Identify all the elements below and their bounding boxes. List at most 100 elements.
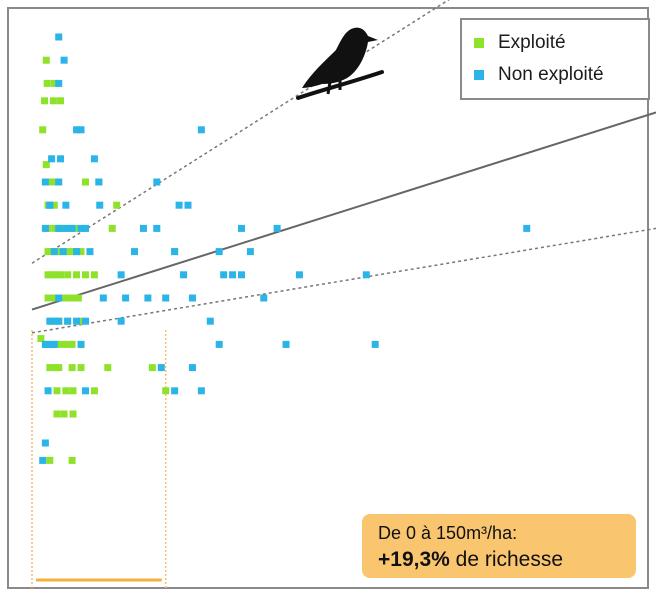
point-non-exploite-23 — [81, 224, 89, 232]
point-exploite-23 — [55, 248, 63, 256]
point-non-exploite-8 — [197, 126, 205, 134]
annotation-result: +19,3% de richesse — [378, 546, 636, 574]
point-non-exploite-24 — [139, 224, 147, 232]
point-non-exploite-59 — [41, 340, 49, 348]
point-exploite-39 — [51, 294, 59, 302]
point-exploite-57 — [68, 364, 76, 372]
point-non-exploite-31 — [73, 248, 81, 256]
point-non-exploite-43 — [362, 271, 370, 279]
point-exploite-1 — [39, 126, 47, 134]
point-exploite-59 — [104, 364, 112, 372]
point-exploite-70 — [68, 456, 76, 464]
annotation-box: De 0 à 150m³/ha: +19,3% de richesse — [362, 514, 636, 578]
point-non-exploite-17 — [184, 201, 192, 209]
point-non-exploite-3 — [73, 126, 81, 134]
point-non-exploite-54 — [64, 317, 72, 325]
legend-swatch-exploite — [474, 38, 484, 48]
point-non-exploite-16 — [96, 201, 104, 209]
point-exploite-52 — [68, 340, 76, 348]
annotation-percent-suffix: de richesse — [449, 548, 564, 571]
point-exploite-26 — [68, 248, 76, 256]
point-non-exploite-32 — [86, 248, 94, 256]
point-exploite-64 — [90, 387, 98, 395]
point-non-exploite-52 — [50, 317, 58, 325]
point-non-exploite-21 — [68, 224, 76, 232]
point-exploite-54 — [46, 364, 54, 372]
point-non-exploite-1 — [60, 56, 68, 64]
point-non-exploite-62 — [77, 340, 85, 348]
point-exploite-31 — [53, 271, 61, 279]
point-exploite-5 — [43, 79, 51, 87]
point-non-exploite-71 — [197, 387, 205, 395]
point-exploite-58 — [77, 364, 85, 372]
point-exploite-0 — [37, 335, 45, 343]
point-non-exploite-11 — [95, 178, 103, 186]
legend-label-exploite: Exploité — [498, 32, 566, 53]
point-exploite-73 — [108, 224, 116, 232]
point-exploite-28 — [77, 248, 85, 256]
point-non-exploite-37 — [117, 271, 125, 279]
point-exploite-15 — [51, 224, 59, 232]
trend-lines — [31, 0, 656, 334]
point-non-exploite-10 — [55, 178, 63, 186]
point-exploite-61 — [53, 387, 61, 395]
point-non-exploite-42 — [295, 271, 303, 279]
data-points — [37, 33, 531, 464]
point-exploite-30 — [48, 271, 56, 279]
point-exploite-11 — [50, 201, 58, 209]
point-exploite-34 — [73, 271, 81, 279]
point-non-exploite-25 — [153, 224, 161, 232]
point-non-exploite-9 — [41, 178, 49, 186]
point-exploite-43 — [74, 294, 82, 302]
legend-item-exploite: Exploité — [474, 32, 566, 54]
point-exploite-74 — [113, 201, 121, 209]
point-non-exploite-26 — [237, 224, 245, 232]
point-exploite-13 — [49, 178, 57, 186]
point-non-exploite-58 — [206, 317, 214, 325]
point-non-exploite-38 — [180, 271, 188, 279]
point-non-exploite-20 — [62, 224, 70, 232]
point-non-exploite-6 — [57, 155, 65, 163]
point-exploite-68 — [69, 410, 77, 418]
point-exploite-71 — [81, 178, 89, 186]
point-exploite-50 — [56, 340, 64, 348]
legend-swatch-non-exploite — [474, 70, 484, 80]
point-exploite-42 — [68, 294, 76, 302]
point-exploite-56 — [55, 364, 63, 372]
point-non-exploite-63 — [215, 340, 223, 348]
point-non-exploite-28 — [523, 224, 531, 232]
point-exploite-65 — [162, 387, 170, 395]
point-non-exploite-4 — [77, 126, 85, 134]
point-non-exploite-60 — [46, 340, 54, 348]
point-exploite-35 — [81, 271, 89, 279]
point-exploite-2 — [42, 161, 50, 169]
point-exploite-4 — [42, 56, 50, 64]
point-non-exploite-13 — [175, 201, 183, 209]
point-non-exploite-5 — [48, 155, 56, 163]
chart-legend: Exploité Non exploité — [460, 18, 650, 100]
point-non-exploite-33 — [131, 248, 139, 256]
point-exploite-3 — [40, 97, 48, 105]
point-non-exploite-22 — [77, 224, 85, 232]
point-non-exploite-40 — [229, 271, 237, 279]
point-non-exploite-39 — [220, 271, 228, 279]
point-non-exploite-72 — [41, 439, 49, 447]
point-non-exploite-14 — [46, 201, 54, 209]
point-exploite-8 — [57, 97, 65, 105]
point-exploite-41 — [62, 294, 70, 302]
point-exploite-63 — [69, 387, 77, 395]
point-non-exploite-0 — [55, 33, 63, 41]
point-exploite-62 — [62, 387, 70, 395]
point-non-exploite-57 — [117, 317, 125, 325]
point-exploite-38 — [47, 294, 55, 302]
point-exploite-29 — [44, 271, 52, 279]
point-non-exploite-47 — [144, 294, 152, 302]
point-exploite-6 — [50, 79, 58, 87]
point-exploite-20 — [44, 248, 52, 256]
point-non-exploite-69 — [81, 387, 89, 395]
point-exploite-55 — [50, 364, 58, 372]
point-exploite-7 — [49, 97, 57, 105]
point-non-exploite-2 — [55, 79, 63, 87]
point-non-exploite-15 — [62, 201, 70, 209]
point-exploite-69 — [46, 456, 54, 464]
